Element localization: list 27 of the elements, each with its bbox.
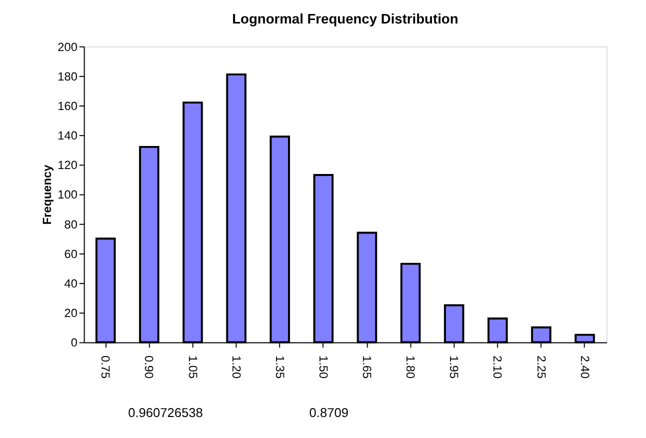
chart-title: Lognormal Frequency Distribution [232,12,458,27]
x-tick-label: 1.05 [186,356,200,379]
x-tick-label: 2.25 [534,356,548,379]
text: 0.8709 [309,405,348,420]
y-tick-label: 20 [64,306,78,320]
x-tick-label: 1.20 [229,356,244,379]
y-tick-label: 180 [58,69,78,84]
y-axis-title: Frequency [40,164,54,225]
text: 0.960726538 [128,405,203,420]
y-tick-label: 120 [58,158,78,172]
x-tick-label: 2.40 [578,356,592,379]
y-tick-label: 160 [58,98,78,113]
x-tick-label: 0.90 [142,356,156,379]
y-tick-label: 60 [64,246,78,261]
y-tick-label: 140 [58,128,78,143]
y-tick-label: 80 [64,217,78,232]
x-tick-label: 1.65 [360,356,374,379]
x-tick-label: 0.75 [98,356,113,379]
y-tick-label: 40 [64,276,78,290]
y-tick-label: 200 [58,40,78,54]
x-tick-label: 1.95 [447,356,462,379]
x-tick-label: 1.35 [272,356,287,379]
x-tick-label: 1.50 [316,356,330,379]
x-tick-label: 1.80 [404,356,418,379]
x-tick-label: 2.10 [490,356,505,379]
y-tick-label: 100 [58,188,78,202]
y-tick-label: 0 [70,336,78,350]
